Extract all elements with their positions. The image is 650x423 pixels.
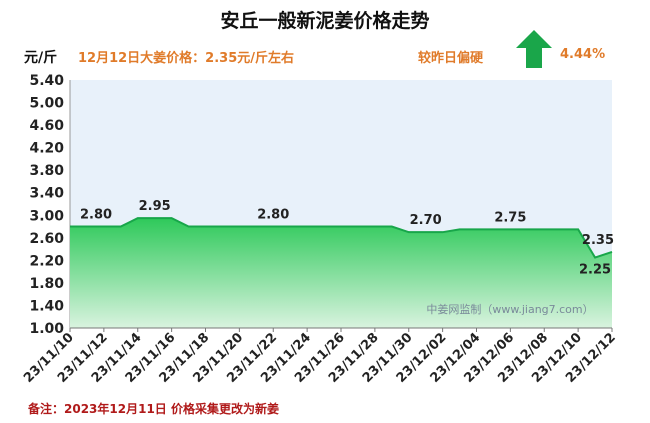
y-tick-label: 2.60 (29, 231, 64, 247)
data-label: 2.35 (582, 233, 614, 248)
up-arrow-icon (516, 30, 552, 68)
y-tick-label: 1.80 (29, 276, 64, 292)
data-label: 2.75 (494, 210, 526, 225)
y-tick-label: 3.00 (29, 208, 64, 224)
unit-label: 元/斤 (24, 50, 58, 66)
y-tick-label: 3.40 (29, 186, 64, 202)
y-axis: 1.00 1.40 1.80 2.20 2.60 3.00 3.40 3.80 4.20 4.60… (29, 73, 71, 337)
y-tick-label: 4.20 (29, 141, 64, 157)
watermark: 中姜网监制（www.jiang7.com） (426, 302, 593, 316)
y-tick-label: 3.80 (29, 163, 64, 179)
data-label: 2.95 (139, 199, 171, 214)
data-labels: 2.80 2.95 2.80 2.70 2.75 2.25 2.35 (80, 199, 614, 277)
y-tick-label: 1.40 (29, 298, 64, 314)
compare-text: 较昨日偏硬 (418, 51, 484, 66)
data-label: 2.80 (257, 208, 289, 223)
y-tick-label: 5.00 (29, 96, 64, 112)
footnote: 备注：2023年12月11日 价格采集更改为新姜 (28, 402, 279, 416)
y-tick-label: 4.60 (29, 118, 64, 134)
area-fill (70, 218, 612, 328)
price-note: 12月12日大姜价格：2.35元/斤左右 (78, 51, 295, 66)
x-axis: 23/11/1023/11/1223/11/1423/11/1623/11/18… (21, 328, 619, 386)
change-percent: 4.44% (560, 47, 606, 62)
y-tick-label: 2.20 (29, 253, 64, 269)
y-tick-label: 1.00 (29, 321, 64, 337)
data-label: 2.80 (80, 208, 112, 223)
page-title: 安丘一般新泥姜价格走势 (220, 10, 430, 32)
data-label: 2.25 (579, 263, 611, 278)
y-tick-label: 5.40 (29, 73, 64, 89)
data-label: 2.70 (410, 213, 442, 228)
